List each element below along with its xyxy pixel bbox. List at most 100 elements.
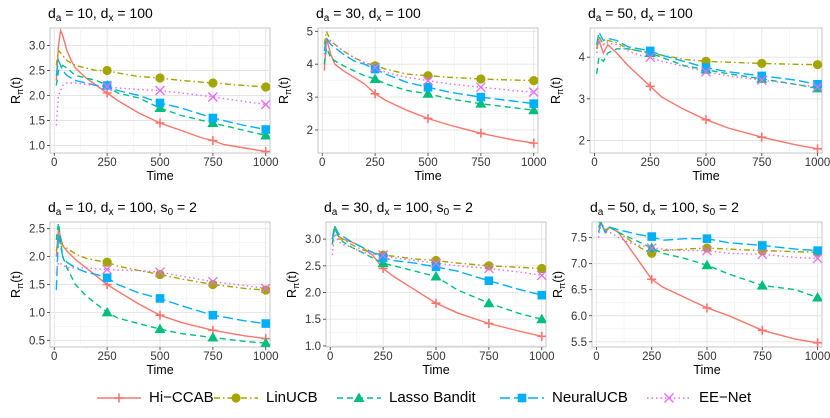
marker-neuralucb: [645, 46, 655, 56]
marker-neuralucb: [813, 246, 822, 255]
title-part: = 50, d: [601, 5, 648, 21]
marker-neuralucb: [261, 319, 270, 328]
marker-ee-net: [645, 52, 656, 63]
title-part: = 10, d: [61, 5, 108, 21]
title-part: a: [596, 13, 602, 24]
marker-lasso-bandit: [369, 73, 381, 83]
marker-hi-ccab: [813, 144, 822, 153]
title-part: d: [588, 5, 596, 21]
y-tick-label: 7.0: [571, 259, 587, 271]
legend-marker: [353, 392, 365, 402]
series-group: [55, 223, 270, 347]
x-tick-label: 0: [591, 157, 597, 169]
marker-neuralucb: [261, 125, 270, 134]
panel-2: 0 250 500 750 1000 2 3 4 5da = 30, dx = 100 Time R…: [277, 5, 547, 183]
marker-ee-net: [370, 62, 381, 73]
legend-marker: [517, 393, 527, 403]
marker-lasso-bandit: [260, 130, 270, 140]
panel-5: 0 250 500 750 1000 1.0 1.5 2.0 2.5 3.0 da = 30, dx…: [285, 199, 555, 377]
title-part: x: [376, 13, 381, 24]
marker-neuralucb: [155, 98, 165, 108]
marker-linucb: [261, 82, 270, 92]
marker-lasso-bandit: [377, 257, 389, 268]
title-part: x: [108, 13, 113, 24]
y-tick-label: 1.5: [29, 280, 45, 292]
marker-linucb: [476, 74, 486, 84]
y-axis-label: Rπ(t): [551, 271, 567, 298]
x-tick-label: 1000: [805, 157, 830, 169]
y-tick-label: 2: [307, 125, 313, 137]
y-axis-label: Rπ(t): [277, 77, 293, 104]
title-part: 0: [710, 207, 716, 218]
marker-ee-net: [701, 66, 711, 77]
marker-neuralucb: [378, 253, 388, 263]
marker-hi-ccab: [208, 136, 218, 145]
marker-hi-ccab: [757, 325, 767, 335]
marker-lasso-bandit: [812, 292, 822, 302]
series-line-ee-net: [55, 261, 266, 290]
title-part: = 30, d: [329, 5, 376, 21]
x-tick-label: 1000: [253, 157, 279, 169]
series-line-linucb: [323, 28, 534, 82]
marker-hi-ccab: [423, 113, 433, 123]
marker-hi-ccab: [155, 310, 165, 320]
x-axis-label: Time: [693, 363, 720, 377]
y-tick-label: 0.5: [29, 335, 45, 347]
x-tick-label: 750: [471, 157, 490, 169]
marker-ee-net: [102, 81, 113, 92]
marker-ee-net: [260, 99, 270, 110]
legend: Hi−CCAB LinUCB Lasso Bandit NeuralUCB EE…: [0, 383, 830, 413]
x-tick-label: 1000: [521, 157, 547, 169]
y-tick-label: 5: [307, 26, 313, 38]
marker-ee-net: [260, 283, 270, 294]
y-tick-label: 4: [579, 52, 586, 64]
title-part: = 100: [389, 199, 429, 215]
title-part: = 2: [173, 199, 197, 215]
panel-1: 0 250 500 750 1000 1.0 1.5 2.0 2.5 3.0 da = 10, dx…: [9, 5, 279, 183]
marker-linucb: [529, 76, 538, 86]
series-group: [323, 28, 538, 148]
x-tick-label: 1000: [805, 351, 830, 363]
marker-neuralucb: [476, 92, 486, 102]
marker-ee-net: [812, 82, 822, 93]
marker-lasso-bandit: [101, 306, 113, 317]
marker-ee-net: [155, 267, 165, 278]
marker-ee-net: [483, 263, 494, 274]
legend-key-ee-net: [647, 393, 691, 403]
panel-6: 0 250 500 750 1000 5.5 6.0 6.5 7.0 7.5 da = 50, dx…: [551, 199, 830, 377]
legend-key-hi-ccab: [97, 393, 141, 403]
y-tick-label: 1.0: [29, 307, 45, 319]
title-part: = 2: [449, 199, 473, 215]
x-tick-label: 1000: [253, 351, 279, 363]
title-part: d: [48, 5, 56, 21]
marker-neuralucb: [757, 71, 767, 81]
marker-linucb: [484, 261, 494, 271]
x-tick-label: 500: [696, 157, 715, 169]
marker-lasso-bandit: [701, 259, 713, 270]
title-part: = 100: [655, 199, 695, 215]
title-part: x: [384, 207, 389, 218]
marker-lasso-bandit: [260, 337, 270, 347]
marker-neuralucb: [537, 290, 546, 300]
marker-hi-ccab: [155, 118, 165, 128]
marker-ee-net: [431, 258, 441, 269]
marker-lasso-bandit: [207, 332, 219, 342]
title-part: , s: [695, 199, 710, 215]
title-part: x: [108, 207, 113, 218]
marker-linucb: [537, 263, 546, 274]
title-part: = 10, d: [61, 199, 108, 215]
series-line-linucb: [55, 238, 266, 291]
legend-item-neuralucb: NeuralUCB: [498, 383, 628, 413]
series-line-lasso-bandit: [598, 222, 818, 299]
x-tick-label: 750: [752, 157, 771, 169]
x-axis-label: Time: [422, 363, 449, 377]
y-axis-label: Rπ(t): [9, 271, 25, 298]
marker-neuralucb: [529, 99, 538, 108]
marker-neuralucb: [370, 64, 380, 74]
x-tick-label: 0: [327, 351, 333, 363]
y-axis-label: Rπ(t): [285, 271, 301, 298]
x-tick-label: 500: [150, 157, 169, 169]
y-tick-label: 6.0: [571, 311, 587, 323]
marker-ee-net: [378, 250, 389, 261]
